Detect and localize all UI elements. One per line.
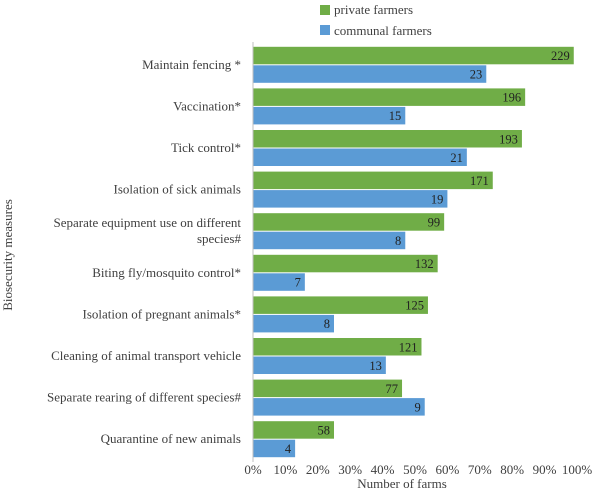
x-tick-label: 100% (562, 462, 593, 477)
legend-swatch-communal (320, 25, 330, 35)
bar-communal (253, 273, 305, 291)
x-tick-label: 60% (435, 462, 459, 477)
bar-private (253, 213, 445, 231)
bar-communal (253, 190, 448, 208)
data-label: 7 (295, 276, 301, 290)
data-label: 171 (470, 174, 489, 188)
legend: private farmers communal farmers (320, 2, 432, 38)
data-label: 8 (324, 317, 330, 331)
bar-private (253, 254, 438, 273)
category-label: species# (197, 231, 242, 246)
bar-communal (253, 148, 467, 166)
data-label: 15 (389, 109, 402, 123)
x-tick-label: 30% (338, 462, 362, 477)
data-label: 125 (405, 299, 424, 313)
category-label: Vaccination* (173, 98, 241, 113)
bar-private (253, 46, 574, 65)
bar-communal (253, 65, 487, 83)
x-tick-label: 50% (403, 462, 427, 477)
legend-label-private: private farmers (334, 2, 413, 17)
data-label: 193 (499, 132, 518, 146)
bar-private (253, 379, 403, 398)
data-label: 8 (395, 234, 401, 248)
bar-private (253, 421, 334, 439)
data-label: 13 (369, 359, 382, 373)
y-axis-title: Biosecurity measures (0, 199, 15, 311)
x-tick-label: 80% (500, 462, 524, 477)
bar-private (253, 130, 522, 148)
bar-private (253, 171, 493, 190)
bar-private (253, 338, 422, 356)
legend-swatch-private (320, 5, 330, 15)
data-label: 4 (285, 442, 292, 456)
category-label: Quarantine of new animals (101, 431, 241, 446)
x-tick-label: 70% (468, 462, 492, 477)
bar-communal (253, 314, 334, 333)
data-label: 229 (551, 49, 570, 63)
category-label: Isolation of pregnant animals* (83, 306, 242, 321)
bar-communal (253, 439, 296, 458)
x-tick-label: 10% (273, 462, 297, 477)
data-label: 121 (399, 340, 418, 354)
plot-area: Maintain fencing * 229 23 Vaccination* 196 15… (47, 42, 592, 477)
data-label: 9 (414, 400, 420, 414)
data-label: 77 (386, 382, 399, 396)
data-label: 23 (470, 68, 483, 82)
x-tick-label: 20% (306, 462, 330, 477)
bar-communal (253, 398, 425, 416)
data-label: 132 (415, 257, 434, 271)
category-label: Isolation of sick animals (114, 182, 241, 197)
bar-communal (253, 356, 386, 374)
x-tick-label: 0% (244, 462, 262, 477)
bar-private (253, 296, 428, 314)
category-label: Separate equipment use on different (54, 215, 242, 230)
category-label: Tick control* (171, 140, 241, 155)
category-label: Cleaning of animal transport vehicle (51, 348, 241, 363)
x-tick-label: 40% (371, 462, 395, 477)
bar-private (253, 88, 526, 106)
data-label: 19 (431, 192, 444, 206)
category-label: Biting fly/mosquito control* (92, 265, 241, 280)
data-label: 99 (428, 215, 441, 229)
data-label: 58 (318, 423, 331, 437)
data-label: 21 (450, 151, 463, 165)
legend-label-communal: communal farmers (334, 23, 432, 38)
category-label: Maintain fencing * (142, 57, 241, 72)
bar-communal (253, 106, 406, 125)
x-axis-title: Number of farms (357, 476, 447, 491)
data-label: 196 (502, 91, 521, 105)
category-label: Separate rearing of different species# (47, 390, 241, 405)
x-tick-label: 90% (533, 462, 557, 477)
bar-communal (253, 231, 406, 250)
